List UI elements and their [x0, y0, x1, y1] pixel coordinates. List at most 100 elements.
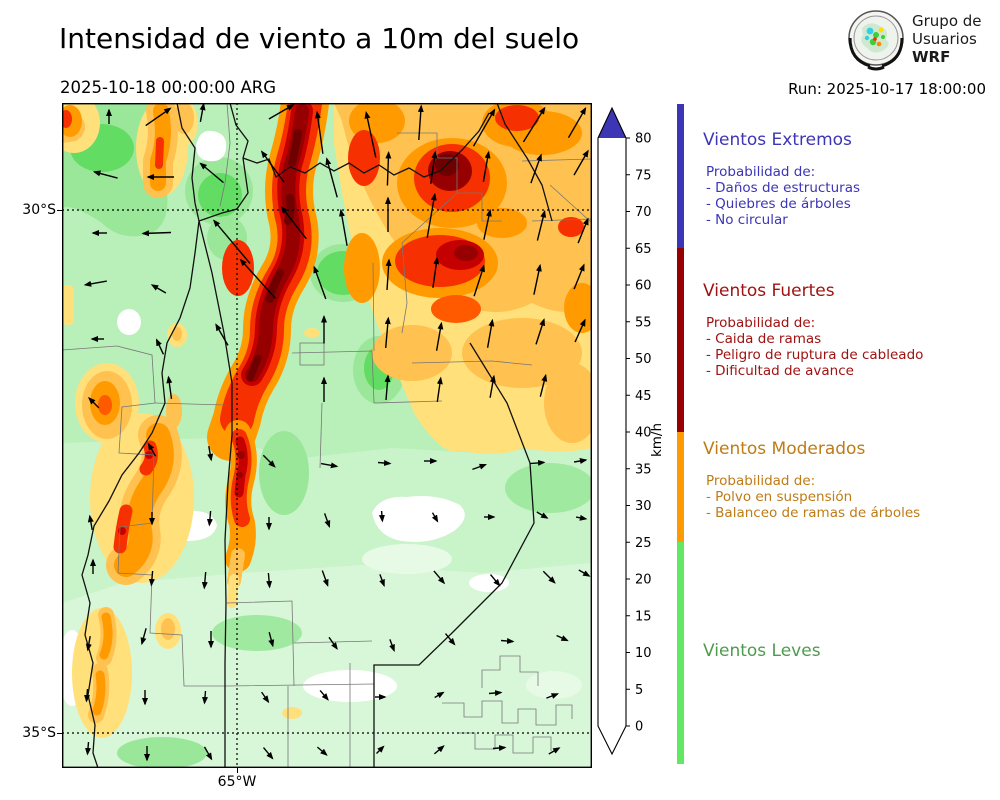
wind-arrow — [536, 209, 547, 241]
logo-line-3: WRF — [912, 48, 951, 66]
wind-arrow — [260, 150, 285, 183]
map-frame — [62, 103, 592, 768]
wind-arrow — [384, 316, 391, 348]
logo-line-2: Usuarios — [912, 30, 977, 48]
wind-arrow — [483, 208, 492, 240]
wind-arrow — [266, 572, 273, 589]
wind-arrow — [417, 104, 424, 141]
wind-arrow — [435, 321, 444, 351]
colorbar-unit-label: km/h — [649, 423, 665, 457]
wind-arrow — [145, 107, 172, 127]
wind-arrow — [434, 691, 445, 699]
logo-line-1: Grupo de — [912, 12, 982, 30]
wind-arrow — [213, 219, 251, 264]
category-probability-line: - Caida de ramas — [706, 331, 822, 347]
logo-text: Grupo de Usuarios WRF — [912, 12, 982, 66]
wind-arrow — [323, 513, 331, 529]
wind-arrow — [385, 258, 392, 291]
wind-arrow — [207, 445, 214, 462]
category-name: Vientos Fuertes — [703, 281, 835, 301]
wind-arrow — [548, 747, 561, 755]
wind-arrow — [384, 374, 391, 401]
wind-arrow — [147, 442, 157, 457]
wind-arrow — [500, 638, 515, 644]
wind-arrow — [482, 150, 491, 182]
wind-arrow — [379, 574, 385, 588]
wind-arrow — [489, 574, 501, 587]
wind-arrow — [472, 463, 488, 471]
wind-arrow — [206, 510, 213, 527]
y-axis-tick-label: 35°S — [22, 725, 56, 741]
wind-arrow — [313, 265, 327, 300]
wind-arrow — [199, 103, 206, 123]
wind-max-streak — [207, 103, 330, 608]
wind-arrow — [433, 570, 446, 585]
x-axis-tick-label: 65°W — [217, 774, 257, 790]
wind-arrow — [201, 571, 208, 590]
wind-arrow — [536, 511, 549, 519]
wind-arrow — [492, 745, 507, 751]
province-borders — [62, 103, 592, 768]
wind-arrow — [472, 108, 496, 147]
category-probability-line: Probabilidad de: — [706, 473, 816, 489]
wind-arrow — [325, 157, 338, 198]
colorbar-tick-label: 55 — [635, 315, 652, 330]
wind-arrow — [522, 106, 546, 143]
wrf-users-group-logo-icon — [848, 10, 904, 71]
wind-arrow — [261, 691, 270, 704]
category-strip-segment — [677, 542, 684, 764]
wind-arrow — [262, 454, 276, 468]
wind-arrow — [389, 639, 395, 653]
wind-arrow — [166, 375, 173, 399]
wind-arrow — [202, 690, 208, 705]
category-probability-line: - No circular — [706, 212, 788, 228]
wind-arrow — [203, 746, 213, 761]
wind-arrow — [432, 256, 440, 288]
graticule-lines — [62, 103, 592, 768]
wind-arrow — [573, 149, 589, 176]
wind-arrow — [321, 570, 329, 587]
wind-arrow — [140, 628, 147, 646]
wind-arrow — [377, 460, 392, 466]
category-name: Vientos Moderados — [703, 439, 866, 459]
colorbar-tick-label: 5 — [635, 683, 643, 698]
category-probability-line: Probabilidad de: — [706, 315, 816, 331]
west-orange-band — [62, 103, 194, 723]
wind-arrow — [316, 746, 328, 756]
valid-datetime-label: 2025-10-18 00:00:00 ARG — [60, 78, 277, 97]
category-block: Vientos Leves — [703, 641, 821, 675]
country-borders — [81, 103, 553, 768]
y-axis-tick — [57, 210, 62, 211]
category-strip-segment — [677, 248, 684, 432]
wind-arrow — [378, 510, 385, 523]
wind-arrow — [546, 693, 560, 699]
colorbar-tick-label: 65 — [635, 242, 652, 257]
wind-arrow — [364, 111, 377, 158]
colorbar-tick-label: 35 — [635, 462, 652, 477]
colorbar-tick-label: 15 — [635, 609, 652, 624]
wind-arrow — [533, 263, 542, 295]
colorbar-tick-label: 45 — [635, 389, 652, 404]
colorbar-tick-label: 20 — [635, 573, 652, 588]
wind-arrow — [556, 634, 569, 642]
wind-arrow — [385, 151, 392, 186]
colorbar-tick-label: 75 — [635, 168, 652, 183]
wind-arrow-layer — [83, 103, 591, 762]
wind-arrow — [376, 745, 385, 754]
page-title: Intensidad de viento a 10m del suelo — [59, 22, 580, 55]
colorbar-tick-label: 60 — [635, 279, 652, 294]
wind-arrow — [488, 690, 503, 696]
wind-arrow — [567, 107, 587, 139]
wind-arrow — [574, 318, 586, 343]
wind-arrow — [535, 318, 546, 345]
wind-arrow — [262, 747, 274, 760]
wind-arrow — [155, 338, 165, 355]
category-probability-line: - Polvo en suspensión — [706, 489, 853, 505]
wind-arrow — [431, 512, 439, 523]
category-color-strip — [677, 104, 684, 764]
category-probability-line: - Peligro de ruptura de cableado — [706, 347, 924, 363]
x-axis-tick — [237, 768, 238, 773]
wind-arrow — [578, 569, 591, 577]
wind-arrow — [85, 741, 91, 756]
wind-arrow — [319, 689, 329, 701]
